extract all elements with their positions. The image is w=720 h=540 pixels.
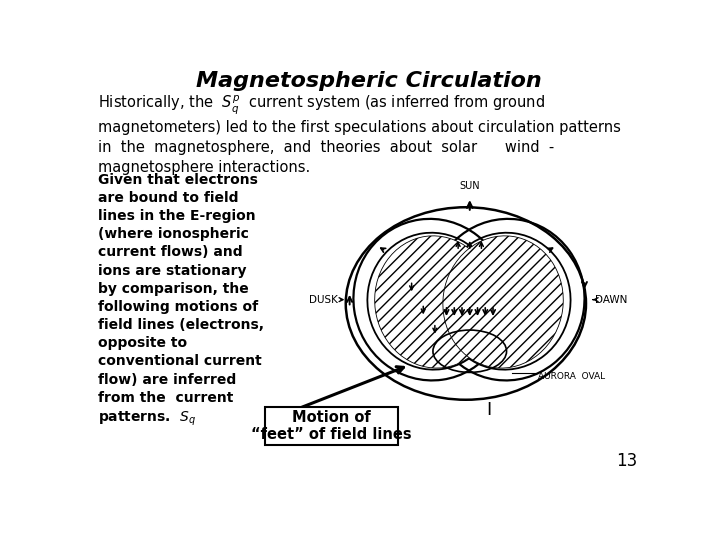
Text: DUSK: DUSK bbox=[309, 295, 338, 305]
Text: SUN: SUN bbox=[459, 181, 480, 191]
FancyBboxPatch shape bbox=[265, 407, 398, 445]
Ellipse shape bbox=[443, 236, 563, 368]
Text: Historically, the  $\mathit{S_q^p}$  current system (as inferred from ground
mag: Historically, the $\mathit{S_q^p}$ curre… bbox=[98, 92, 621, 175]
Text: I: I bbox=[487, 401, 492, 418]
Text: 13: 13 bbox=[616, 452, 637, 470]
Ellipse shape bbox=[374, 236, 495, 368]
Text: Motion of
“feet” of field lines: Motion of “feet” of field lines bbox=[251, 410, 412, 442]
Text: Magnetospheric Circulation: Magnetospheric Circulation bbox=[196, 71, 542, 91]
Text: AURORA  OVAL: AURORA OVAL bbox=[538, 372, 605, 381]
Text: DAWN: DAWN bbox=[595, 295, 628, 305]
Text: Given that electrons
are bound to field
lines in the E-region
(where ionospheric: Given that electrons are bound to field … bbox=[98, 173, 264, 428]
